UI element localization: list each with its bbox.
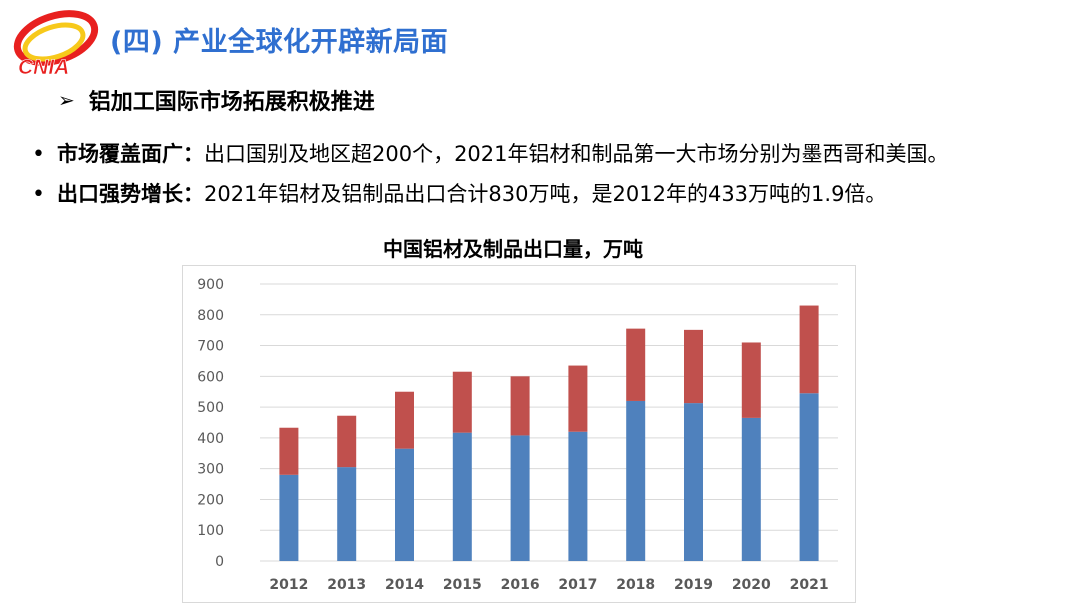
- bar-segment-top: [568, 365, 588, 432]
- chart-title: 中国铝材及制品出口量，万吨: [383, 237, 643, 261]
- bar-segment-bottom: [568, 431, 588, 561]
- logo-swoosh-yellow: [22, 22, 86, 62]
- bar-segment-top: [741, 342, 761, 418]
- bullet-dot-icon: •: [32, 142, 45, 167]
- bar-segment-top: [799, 305, 819, 394]
- bar-segment-bottom: [510, 435, 530, 561]
- bullet-market-coverage: • 市场覆盖面广： 出口国别及地区超200个，2021年铝材和制品第一大市场分别…: [32, 138, 949, 168]
- x-tick-label: 2014: [385, 577, 424, 593]
- y-tick-label: 100: [197, 523, 224, 539]
- bar-segment-top: [510, 376, 530, 436]
- y-tick-label: 800: [197, 308, 224, 324]
- x-tick-label: 2017: [558, 577, 597, 593]
- y-tick-label: 0: [215, 554, 224, 570]
- bar-segment-top: [279, 427, 299, 475]
- bullet-dot-icon: •: [32, 182, 45, 207]
- x-tick-label: 2018: [616, 577, 655, 593]
- y-tick-label: 300: [197, 462, 224, 478]
- section-subtitle: 铝加工国际市场拓展积极推进: [88, 90, 375, 115]
- x-tick-label: 2020: [732, 577, 771, 593]
- logo-text: CNIA: [18, 56, 69, 79]
- bar-segment-top: [452, 371, 472, 433]
- y-tick-label: 700: [197, 339, 224, 355]
- bar-segment-top: [337, 415, 357, 468]
- bullet-text: 出口国别及地区超200个，2021年铝材和制品第一大市场分别为墨西哥和美国。: [203, 142, 949, 166]
- bar-segment-bottom: [799, 393, 819, 561]
- x-tick-label: 2016: [501, 577, 540, 593]
- chart-frame: [182, 265, 856, 603]
- y-tick-label: 600: [197, 369, 224, 385]
- arrow-bullet-icon: ➢: [58, 88, 75, 112]
- bullet-label: 出口强势增长：: [56, 182, 204, 206]
- y-tick-label: 900: [197, 277, 224, 293]
- cnia-logo: CNIA: [13, 10, 99, 79]
- bar-segment-bottom: [395, 448, 414, 561]
- export-volume-chart: 0 100 200 300 400 500 600 700 800 900 2012 2013 2014…: [197, 277, 838, 593]
- bullet-label: 市场覆盖面广：: [56, 142, 204, 166]
- bar-segment-top: [626, 328, 646, 401]
- x-tick-label: 2013: [327, 577, 366, 593]
- bar-segment-bottom: [684, 403, 703, 561]
- x-tick-label: 2019: [674, 577, 713, 593]
- bar-segment-bottom: [452, 432, 472, 561]
- section-heading: ➢ 铝加工国际市场拓展积极推进: [58, 84, 375, 116]
- y-tick-label: 500: [197, 400, 224, 416]
- x-tick-label: 2012: [269, 577, 308, 593]
- x-tick-label: 2021: [790, 577, 829, 593]
- logo-swoosh-red: [13, 10, 99, 66]
- bar-segment-bottom: [741, 417, 761, 561]
- bar-segment-bottom: [279, 474, 299, 561]
- bar-segment-bottom: [337, 467, 357, 561]
- bar-segment-top: [395, 391, 414, 449]
- page-title: (四) 产业全球化开辟新局面: [110, 27, 449, 58]
- bar-segment-top: [684, 329, 703, 404]
- bullet-export-growth: • 出口强势增长： 2021年铝材及铝制品出口合计830万吨，是2012年的43…: [32, 178, 886, 208]
- bullet-text: 2021年铝材及铝制品出口合计830万吨，是2012年的433万吨的1.9倍。: [203, 182, 887, 206]
- y-tick-label: 400: [197, 431, 224, 447]
- bar-segment-bottom: [626, 400, 646, 561]
- y-tick-label: 200: [197, 492, 224, 508]
- x-tick-label: 2015: [443, 577, 482, 593]
